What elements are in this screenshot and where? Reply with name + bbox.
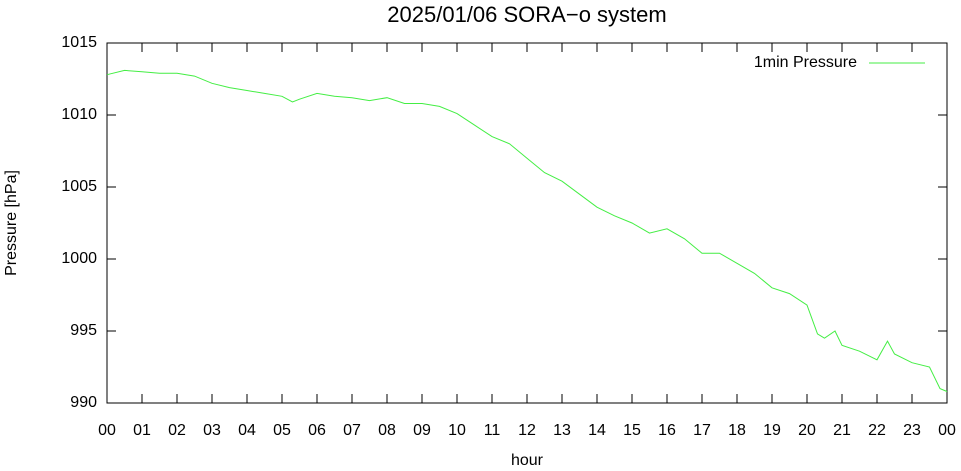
x-tick-label: 18: [728, 422, 746, 439]
x-tick-label: 11: [484, 422, 501, 439]
y-tick-label: 1000: [61, 250, 97, 267]
y-tick-label: 1005: [61, 178, 97, 195]
x-tick-label: 04: [238, 422, 256, 439]
x-tick-label: 17: [693, 422, 711, 439]
x-tick-label: 07: [343, 422, 361, 439]
legend-label: 1min Pressure: [754, 54, 857, 71]
x-tick-label: 16: [658, 422, 676, 439]
x-tick-label: 21: [833, 422, 851, 439]
x-tick-label: 08: [378, 422, 396, 439]
x-tick-label: 05: [273, 422, 291, 439]
x-tick-label: 00: [938, 422, 956, 439]
x-tick-label: 19: [763, 422, 781, 439]
y-tick-label: 995: [70, 322, 97, 339]
x-tick-label: 09: [413, 422, 431, 439]
x-tick-label: 00: [98, 422, 116, 439]
x-tick-label: 10: [448, 422, 466, 439]
x-tick-label: 15: [623, 422, 641, 439]
x-tick-label: 12: [518, 422, 536, 439]
x-tick-label: 14: [588, 422, 606, 439]
x-tick-label: 01: [133, 422, 151, 439]
x-tick-label: 20: [798, 422, 816, 439]
x-tick-label: 06: [308, 422, 326, 439]
y-tick-label: 1015: [61, 34, 97, 51]
x-tick-label: 13: [553, 422, 571, 439]
x-tick-label: 22: [868, 422, 886, 439]
x-tick-label: 03: [203, 422, 221, 439]
plot-frame: [106, 42, 948, 404]
y-tick-label: 1010: [61, 106, 97, 123]
y-axis-label: Pressure [hPa]: [3, 170, 20, 276]
data-line: [106, 69, 948, 392]
x-axis-label: hour: [511, 452, 544, 469]
x-tick-label: 02: [168, 422, 186, 439]
y-tick-label: 990: [70, 394, 97, 411]
x-tick-label: 23: [903, 422, 921, 439]
chart-title: 2025/01/06 SORA−o system: [387, 2, 666, 27]
